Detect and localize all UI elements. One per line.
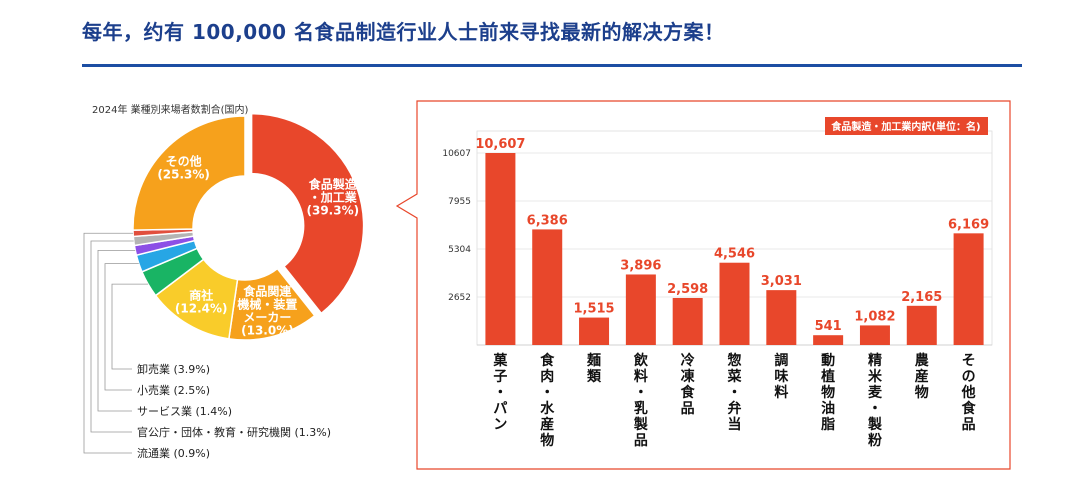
- pie-slice-label: (12.4%): [175, 302, 228, 316]
- pie-slice-label: 商社: [189, 288, 213, 303]
- pie-slice-label: (39.3%): [306, 203, 359, 217]
- bar: [766, 290, 797, 345]
- bar: [906, 305, 937, 345]
- pie-slice-label: 食品製造: [308, 176, 358, 191]
- bar-chart-frame: [395, 100, 1011, 470]
- x-category-label: その他食品: [961, 353, 977, 433]
- bar-chart: 食品製造・加工業内訳(単位：名) 2652 5304 7955 10607 10,60…: [395, 100, 1011, 470]
- legend-leader-line: [111, 283, 149, 370]
- legend-item: 官公庁・団体・教育・研究機関 (1.3%): [137, 425, 331, 439]
- pie-chart: 2024年 業種別来場者数割合(国内) 食品製造・加工業(39.3%) 食品関連機…: [83, 103, 365, 460]
- bar-value-label: 1,082: [854, 309, 895, 324]
- legend-leader-line: [104, 263, 139, 391]
- pie-slice-label: 食品関連: [242, 284, 292, 299]
- y-tick-label: 2652: [448, 293, 471, 303]
- bar-chart-title-badge: [825, 117, 988, 135]
- bar-value-label: 2,165: [901, 290, 942, 305]
- pie-slice: [250, 112, 365, 315]
- y-tick-label: 10607: [442, 149, 471, 159]
- bar-value-label: 10,607: [475, 137, 525, 152]
- legend-item: サービス業 (1.4%): [137, 405, 232, 418]
- legend-leader-line: [90, 240, 134, 433]
- bar-value-label: 6,169: [948, 217, 989, 232]
- legend-item: 小売業 (2.5%): [137, 384, 210, 397]
- x-category-label: 飲料・乳製品: [633, 352, 649, 449]
- pie-slice-label: メーカー: [243, 311, 291, 325]
- pie-chart-title: 2024年 業種別来場者数割合(国内): [92, 103, 249, 116]
- bar-value-label: 6,386: [527, 213, 568, 228]
- pie-slice-label: その他: [166, 153, 202, 168]
- bar-value-label: 3,896: [620, 258, 661, 273]
- title-divider: [82, 64, 1022, 67]
- bar-chart-title: 食品製造・加工業内訳(単位：名): [830, 120, 980, 133]
- x-category-label: 精米麦・製粉: [867, 352, 883, 449]
- x-category-label: 冷凍食品: [681, 352, 696, 417]
- bar-value-label: 541: [815, 319, 842, 334]
- legend-item: 卸売業 (3.9%): [137, 362, 210, 376]
- bar-value-label: 1,515: [573, 302, 614, 317]
- y-tick-label: 7955: [448, 197, 471, 207]
- bar: [625, 274, 656, 345]
- pie-slice-label: (25.3%): [157, 167, 210, 181]
- x-category-label: 菓子・パン: [492, 352, 508, 433]
- bar: [859, 325, 890, 345]
- legend-leader-line: [97, 249, 136, 412]
- x-category-label: 麺類: [586, 352, 602, 385]
- x-category-label: 惣菜・弁当: [727, 352, 743, 433]
- bar: [813, 335, 844, 345]
- bar: [579, 317, 610, 345]
- bar-value-label: 3,031: [761, 274, 802, 289]
- bar-value-label: 2,598: [667, 282, 708, 297]
- bar: [953, 233, 984, 345]
- legend-item: 流通業 (0.9%): [137, 446, 210, 460]
- pie-slice: [132, 115, 246, 231]
- x-category-label: 農産物: [915, 352, 929, 401]
- bar: [719, 262, 750, 345]
- pie-slice-label: (13.0%): [241, 324, 294, 338]
- y-tick-label: 5304: [448, 245, 471, 255]
- legend-leader-line: [83, 232, 134, 454]
- page-title: 每年，约有 100,000 名食品制造行业人士前来寻找最新的解决方案！: [82, 20, 725, 44]
- bar-value-label: 4,546: [714, 247, 755, 262]
- pie-slice-label: ・加工業: [309, 189, 358, 204]
- bar: [485, 153, 516, 345]
- bar: [672, 297, 703, 345]
- x-category-label: 動植物油脂: [820, 352, 835, 433]
- bar: [532, 229, 563, 345]
- pie-slice-label: 機械・装置: [237, 297, 297, 312]
- x-category-label: 調味料: [774, 352, 788, 401]
- x-category-label: 食肉・水産物: [540, 352, 555, 449]
